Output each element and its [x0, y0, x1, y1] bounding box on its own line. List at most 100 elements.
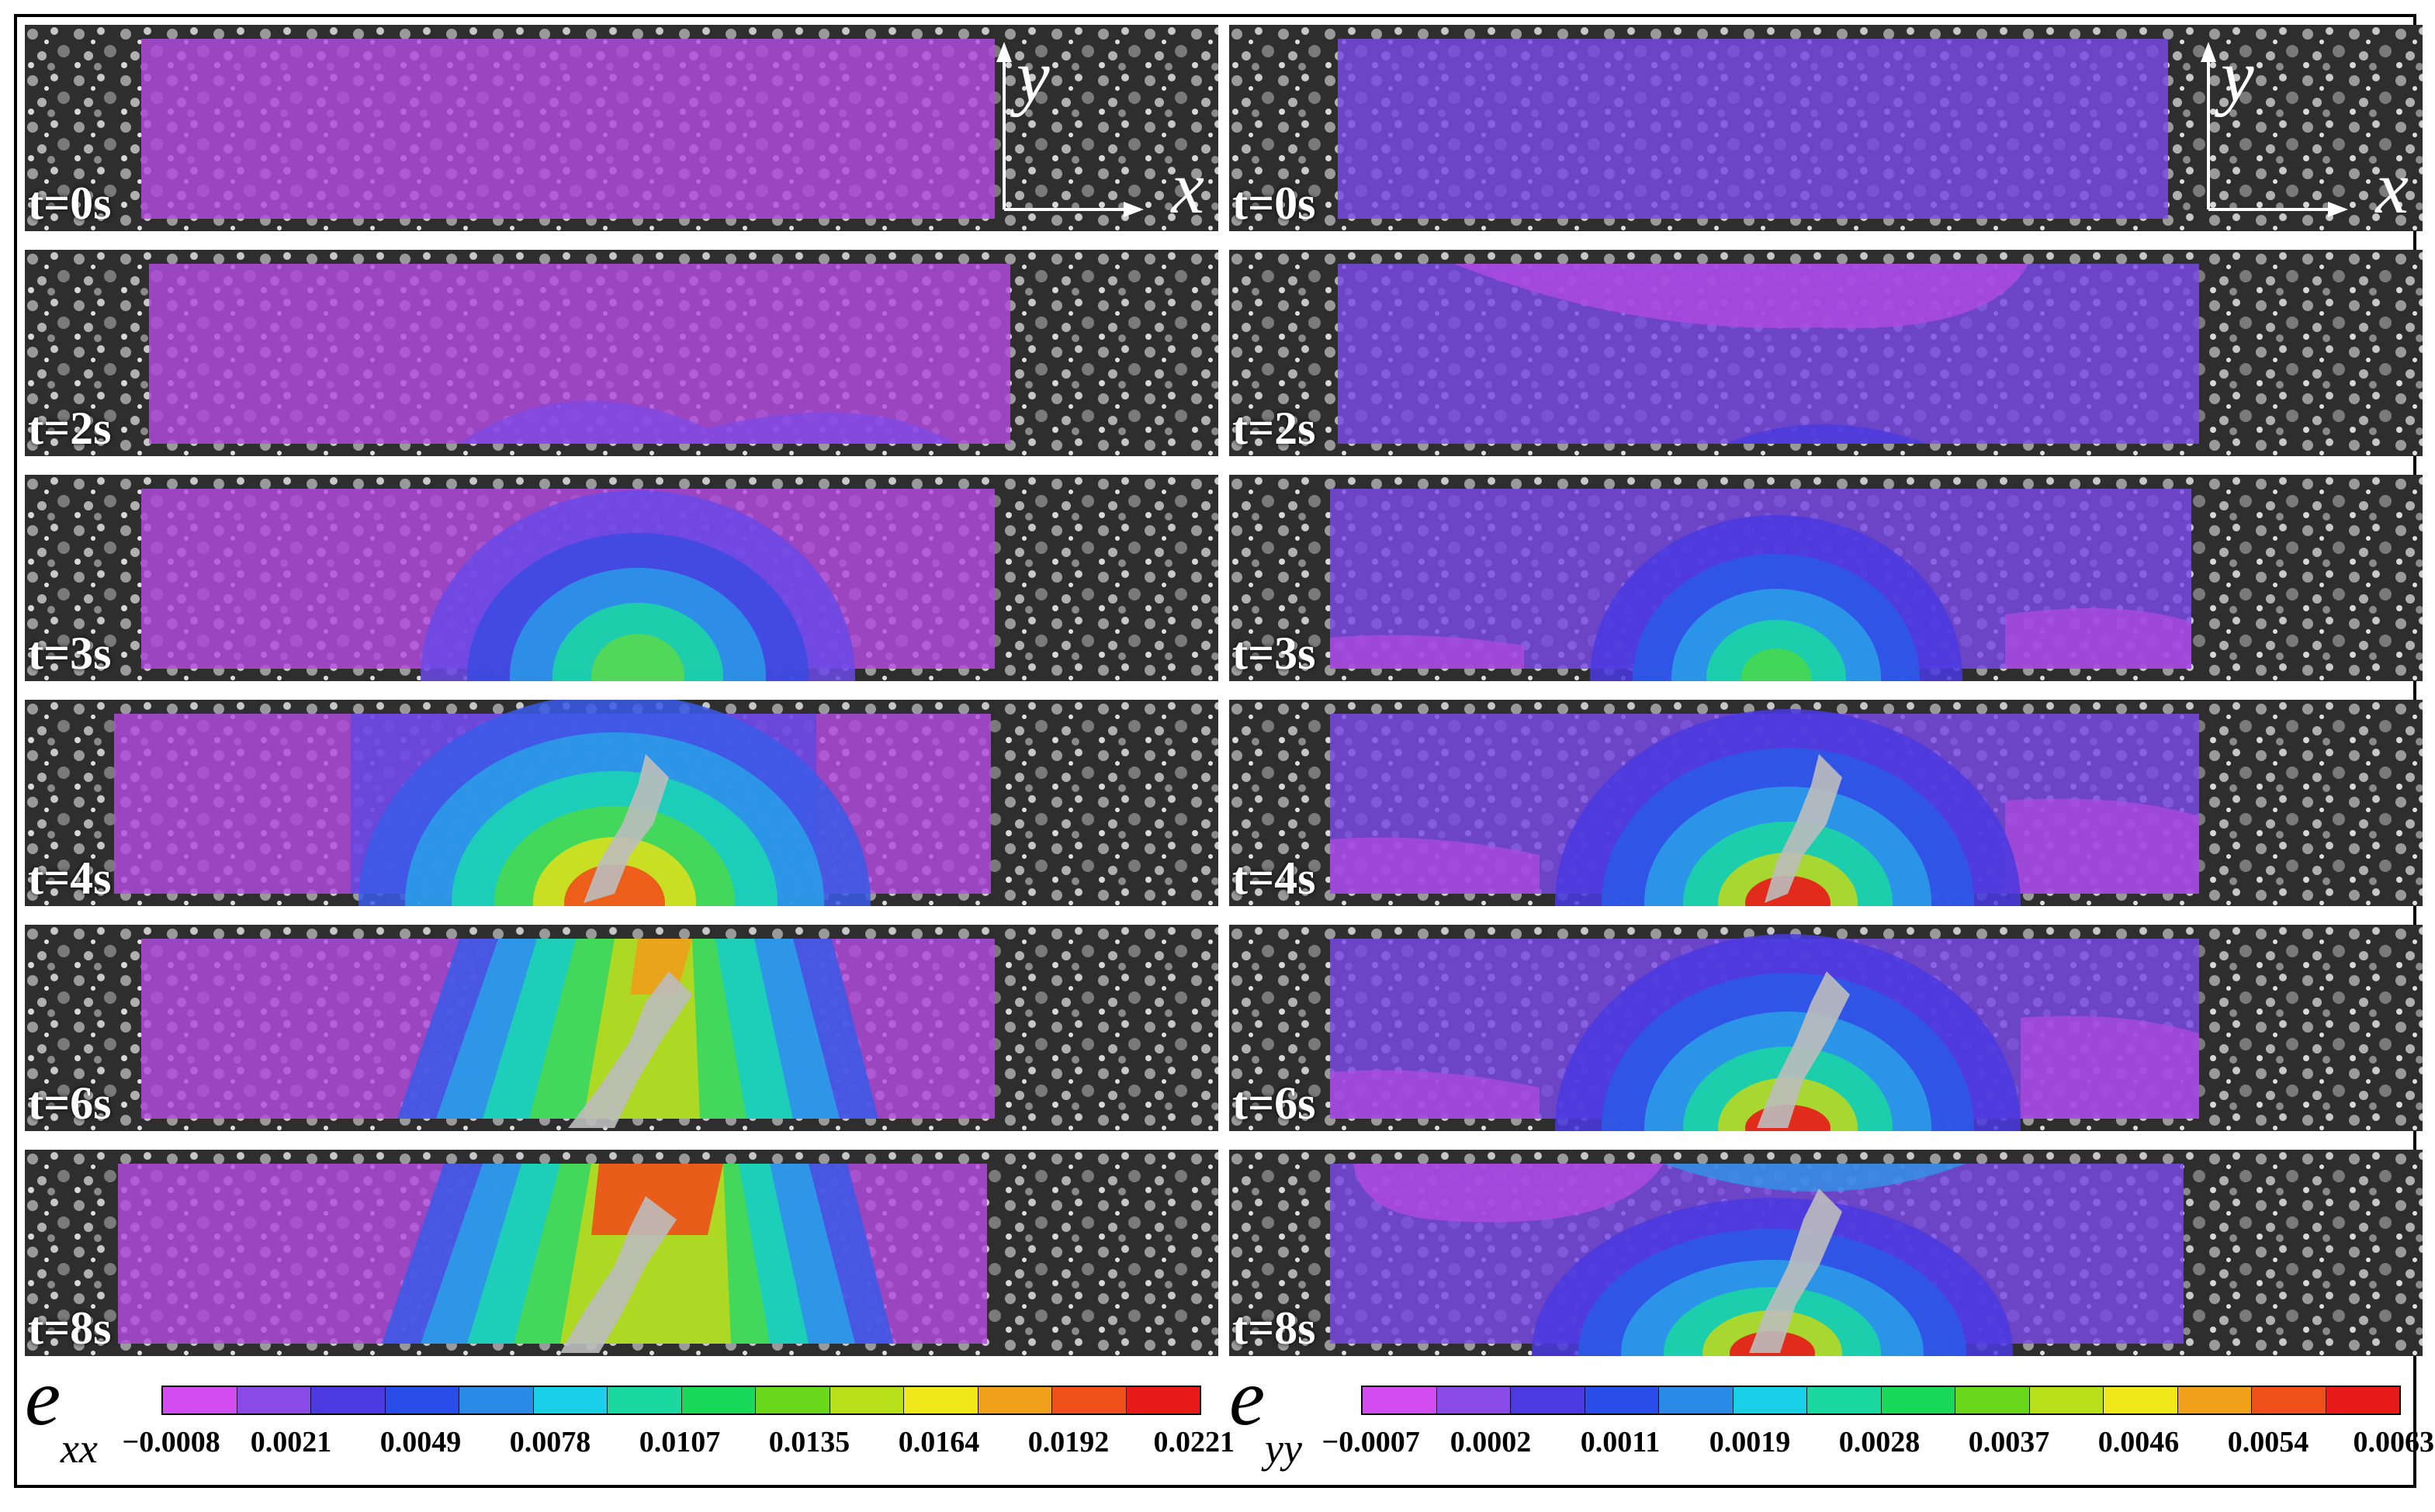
x-axis-label: x	[1171, 146, 1204, 229]
colorbar-swatch	[533, 1387, 608, 1413]
colorbar-tick-label: 0.0221	[1153, 1426, 1235, 1458]
colorbar-tick-label: −0.0007	[1321, 1426, 1420, 1458]
colorbar-strip	[161, 1386, 1201, 1415]
colorbar-swatch	[681, 1387, 756, 1413]
colorbar-subscript: xx	[61, 1425, 98, 1472]
exx-frame-t0: y x t=0s	[25, 25, 1218, 231]
colorbar-swatch	[311, 1387, 386, 1413]
colorbar-swatch	[830, 1387, 904, 1413]
exx-frame-t2-field	[25, 250, 1218, 456]
colorbar-swatch	[1733, 1387, 1807, 1413]
time-label: t=6s	[28, 1078, 112, 1129]
colorbar-tick-label: −0.0008	[122, 1426, 220, 1458]
colorbar-swatch	[2326, 1387, 2399, 1413]
colorbar-tick-label: 0.0046	[2097, 1426, 2180, 1458]
eyy-frame-t3-field	[1229, 475, 2423, 681]
colorbar-tick-label: 0.0002	[1450, 1426, 1532, 1458]
colorbar-swatch	[2177, 1387, 2252, 1413]
colorbar-tick-label: 0.0135	[768, 1426, 850, 1458]
time-label: t=6s	[1232, 1078, 1316, 1129]
colorbar-swatch	[2252, 1387, 2326, 1413]
colorbar-swatch	[1511, 1387, 1585, 1413]
eyy-colorbar: e yy −0.0007 0.0002 0.0011 0.0019 0.0028 0.00…	[1229, 1358, 2434, 1477]
colorbar-swatch	[1585, 1387, 1659, 1413]
colorbar-swatch	[978, 1387, 1052, 1413]
time-label: t=3s	[1232, 628, 1316, 679]
time-label: t=4s	[28, 853, 112, 904]
y-axis-label: y	[1017, 34, 1050, 117]
time-label: t=2s	[1232, 403, 1316, 454]
colorbar-swatch	[2029, 1387, 2104, 1413]
colorbar-subscript: yy	[1265, 1425, 1302, 1472]
colorbar-tick-label: 0.0164	[898, 1426, 980, 1458]
colorbar-tick-label: 0.0019	[1709, 1426, 1791, 1458]
x-axis-label: x	[2375, 146, 2409, 229]
colorbar-tick-label: 0.0011	[1580, 1426, 1661, 1458]
strain-field-figure: y x t=0s t=2s t=3s	[14, 14, 2434, 1488]
eyy-frame-t0-field	[1229, 25, 2423, 231]
eyy-frame-t2: t=2s	[1229, 250, 2423, 456]
time-label: t=4s	[1232, 853, 1316, 904]
colorbar-swatch	[1126, 1387, 1200, 1413]
time-label: t=8s	[28, 1303, 112, 1354]
eyy-frame-t0: y x t=0s	[1229, 25, 2423, 231]
eyy-frame-t8: t=8s	[1229, 1150, 2423, 1356]
exx-frame-t8-field	[25, 1150, 1218, 1356]
time-label: t=0s	[1232, 178, 1316, 229]
exx-frame-t4-field	[25, 700, 1218, 906]
exx-axes-indicator: y x	[995, 39, 1204, 225]
exx-frame-t6: t=6s	[25, 925, 1218, 1131]
exx-frame-t8: t=8s	[25, 1150, 1218, 1356]
exx-frame-t4: t=4s	[25, 700, 1218, 906]
eyy-axes-indicator: y x	[2199, 39, 2409, 225]
colorbar-swatch	[1436, 1387, 1511, 1413]
colorbar-swatch	[1955, 1387, 2030, 1413]
colorbar-swatch	[1881, 1387, 1955, 1413]
colorbar-swatch	[608, 1387, 682, 1413]
exx-frame-t3-field	[25, 475, 1218, 681]
colorbar-swatch	[904, 1387, 979, 1413]
eyy-frame-t8-field	[1229, 1150, 2423, 1356]
colorbar-swatch	[1807, 1387, 1882, 1413]
time-label: t=8s	[1232, 1303, 1316, 1354]
colorbar-swatch	[385, 1387, 459, 1413]
colorbar-swatch	[1052, 1387, 1127, 1413]
colorbar-tick-label: 0.0054	[2227, 1426, 2309, 1458]
colorbar-tick-label: 0.0078	[509, 1426, 591, 1458]
eyy-frame-t4-field	[1229, 700, 2423, 906]
axes-arrows-icon	[2201, 42, 2348, 217]
exx-colorbar: e xx −0.0008 0.0021 0.0049 0.0078 0.0107 0.01…	[25, 1358, 1235, 1477]
eyy-frame-t6: t=6s	[1229, 925, 2423, 1131]
colorbar-tick-label: 0.0037	[1968, 1426, 2050, 1458]
colorbar-tick-label: 0.0021	[250, 1426, 332, 1458]
colorbar-tick-labels: −0.0007 0.0002 0.0011 0.0019 0.0028 0.0037 0.0…	[1322, 1426, 2434, 1466]
time-label: t=3s	[28, 628, 112, 679]
colorbar-symbol: e	[1229, 1353, 1266, 1442]
colorbar-tick-label: 0.0063	[2353, 1426, 2435, 1458]
axes-arrows-icon	[996, 42, 1144, 217]
exx-frame-t3: t=3s	[25, 475, 1218, 681]
colorbar-swatch	[459, 1387, 534, 1413]
time-label: t=0s	[28, 178, 112, 229]
colorbar-swatch	[2104, 1387, 2178, 1413]
colorbar-swatch	[163, 1387, 237, 1413]
eyy-frame-t3: t=3s	[1229, 475, 2423, 681]
time-label: t=2s	[28, 403, 112, 454]
exx-frame-t2: t=2s	[25, 250, 1218, 456]
y-axis-label: y	[2221, 34, 2254, 117]
colorbar-tick-labels: −0.0008 0.0021 0.0049 0.0078 0.0107 0.0135 0.0…	[123, 1426, 1235, 1466]
colorbar-swatch	[1659, 1387, 1734, 1413]
colorbar-tick-label: 0.0192	[1027, 1426, 1110, 1458]
exx-frame-t6-field	[25, 925, 1218, 1131]
colorbar-swatch	[756, 1387, 830, 1413]
eyy-frame-t2-field	[1229, 250, 2423, 456]
colorbar-swatch	[1363, 1387, 1437, 1413]
colorbar-tick-label: 0.0028	[1838, 1426, 1921, 1458]
eyy-frame-t6-field	[1229, 925, 2423, 1131]
eyy-frame-t4: t=4s	[1229, 700, 2423, 906]
exx-frame-t0-field	[25, 25, 1218, 231]
colorbar-symbol: e	[25, 1353, 61, 1442]
colorbar-tick-label: 0.0049	[379, 1426, 462, 1458]
colorbar-tick-label: 0.0107	[639, 1426, 721, 1458]
colorbar-strip	[1361, 1386, 2401, 1415]
